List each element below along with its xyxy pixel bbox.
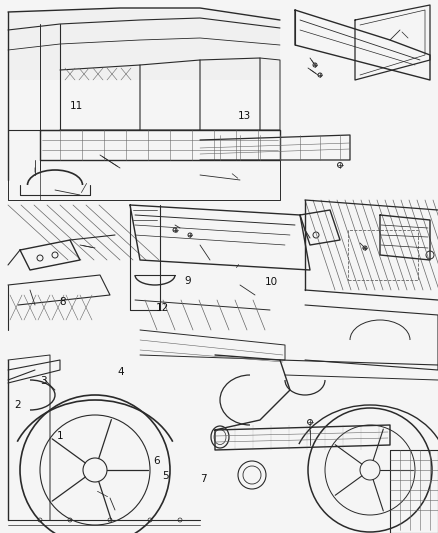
Text: 11: 11	[70, 101, 83, 110]
Text: 9: 9	[184, 277, 191, 286]
Text: 6: 6	[153, 456, 160, 465]
Text: 13: 13	[238, 111, 251, 121]
Text: 3: 3	[40, 376, 47, 386]
Bar	[348, 230, 418, 280]
Text: 8: 8	[59, 297, 66, 307]
Text: 7: 7	[200, 474, 207, 484]
Text: 10: 10	[265, 278, 278, 287]
Text: 12: 12	[155, 303, 169, 312]
Text: 5: 5	[162, 471, 169, 481]
Polygon shape	[8, 10, 280, 80]
Text: 1: 1	[57, 431, 64, 441]
Text: 4: 4	[117, 367, 124, 376]
Text: 2: 2	[14, 400, 21, 410]
